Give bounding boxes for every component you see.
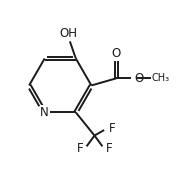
Text: O: O: [135, 72, 144, 85]
Text: OH: OH: [60, 27, 78, 40]
Text: N: N: [40, 106, 49, 119]
Text: F: F: [106, 142, 112, 155]
Text: O: O: [112, 47, 121, 61]
Text: CH₃: CH₃: [151, 73, 169, 83]
Text: F: F: [108, 122, 115, 135]
Text: F: F: [77, 142, 83, 155]
